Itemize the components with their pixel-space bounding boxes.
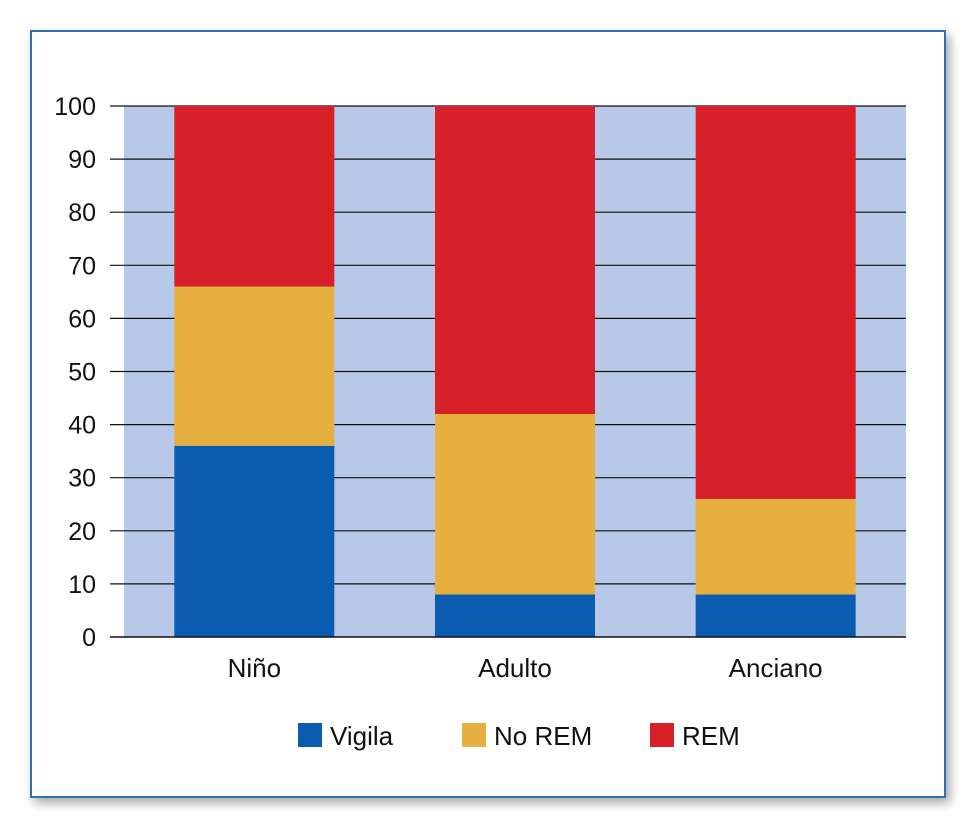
y-tick-label: 70 [68,252,96,280]
legend: Vigila No REM REM [298,721,740,751]
y-tick-label: 60 [68,305,96,333]
y-tick-label: 0 [82,624,96,652]
bar-segment-vigila-1 [435,594,595,637]
y-tick-label: 80 [68,199,96,227]
bar-segment-vigila-2 [695,594,856,637]
stacked-bar-chart: 0 10 20 30 40 50 60 70 80 90 100 Niño Adulto Anciano… [54,93,906,751]
legend-label: Vigila [330,721,394,751]
bar-segment-vigila-0 [174,445,335,637]
bar-segment-rem-0 [174,106,335,287]
y-tick-label: 30 [68,465,96,493]
y-tick-label: 90 [68,146,96,174]
legend-swatch [298,723,322,747]
legend-swatch [462,723,486,747]
x-category-label: Niño [228,653,281,683]
bar-segment-no-rem-0 [174,286,335,446]
x-axis-labels: Niño Adulto Anciano [228,653,823,683]
bar-segment-rem-1 [435,106,595,414]
x-category-label: Anciano [729,653,823,683]
legend-swatch [650,723,674,747]
legend-label: No REM [494,721,592,751]
y-tick-label: 100 [54,93,96,121]
y-tick-label: 10 [68,571,96,599]
x-category-label: Adulto [478,653,552,683]
legend-label: REM [682,721,740,751]
bar-segment-no-rem-2 [695,498,856,595]
chart-frame: 0 10 20 30 40 50 60 70 80 90 100 Niño Adulto Anciano… [30,30,946,798]
bar-segment-no-rem-1 [435,413,595,595]
y-tick-label: 50 [68,359,96,387]
bars [174,106,856,637]
bar-segment-rem-2 [695,106,856,499]
y-tick-label: 20 [68,518,96,546]
y-axis-ticks: 0 10 20 30 40 50 60 70 80 90 100 [54,93,96,652]
y-tick-label: 40 [68,412,96,440]
